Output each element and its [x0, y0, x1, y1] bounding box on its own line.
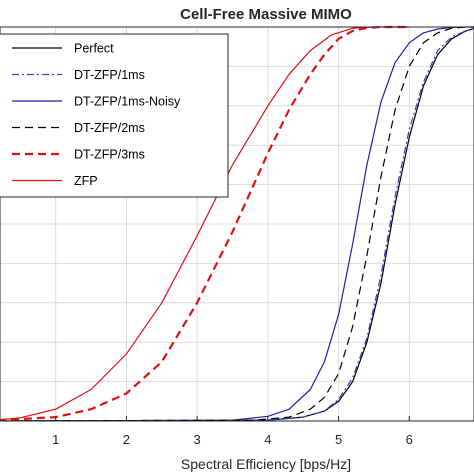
series-line-4: [0, 26, 474, 422]
x-tick-label: 6: [406, 432, 413, 447]
legend: Perfect DT-ZFP/1ms DT-ZFP/1ms-Noisy DT-ZFP/…: [0, 33, 229, 198]
x-tick-label: 4: [264, 432, 271, 447]
legend-label: DT-ZFP/2ms: [74, 121, 145, 135]
legend-label: ZFP: [74, 174, 98, 188]
series-lines: [0, 25, 474, 422]
chart-title: Cell-Free Massive MIMO: [180, 6, 352, 23]
x-axis-label: Spectral Efficiency [bps/Hz]: [181, 456, 351, 472]
plot-frame: [0, 26, 474, 422]
x-tick-label: 2: [123, 432, 130, 447]
x-tick-label: 5: [335, 432, 342, 447]
legend-label: Perfect: [74, 42, 114, 56]
legend-label: DT-ZFP/3ms: [74, 148, 145, 162]
series-line-6: [0, 26, 410, 421]
series-line-2: [0, 27, 474, 422]
series-line-3: [0, 26, 474, 422]
x-tick-label: 1: [52, 432, 59, 447]
legend-label: DT-ZFP/1ms-Noisy: [74, 95, 181, 109]
series-line-1: [0, 27, 474, 422]
legend-label: DT-ZFP/1ms: [74, 68, 145, 82]
x-tick-label: 3: [194, 432, 201, 447]
legend-box: [0, 33, 229, 198]
x-tick-labels: 1 2 3 4 5 6: [52, 416, 413, 447]
